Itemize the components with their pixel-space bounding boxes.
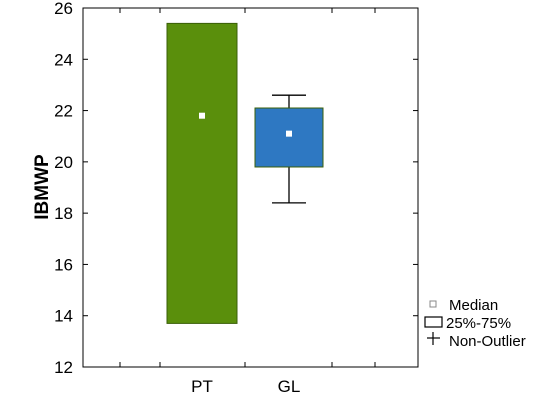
y-tick-label: 16 [54, 255, 73, 274]
y-tick-label: 18 [54, 204, 73, 223]
legend-box-label: 25%-75% [446, 315, 511, 332]
legend-nonoutlier-label: Non-Outlier [449, 333, 526, 350]
plot-area [82, 7, 419, 368]
y-tick-label: 12 [54, 358, 73, 377]
y-axis-title: IBMWP [32, 154, 53, 220]
y-tick-label: 14 [54, 307, 73, 326]
x-tick-label: PT [191, 377, 213, 396]
boxes-layer [166, 22, 324, 324]
box-gl [254, 94, 324, 204]
y-tick-label: 22 [54, 102, 73, 121]
box-pt [166, 22, 238, 324]
median-marker [199, 112, 205, 119]
y-tick-label: 26 [54, 0, 73, 18]
median-marker [286, 130, 292, 137]
legend-median-symbol [429, 300, 437, 308]
legend-median-label: Median [449, 297, 498, 314]
legend-box-symbol [424, 316, 443, 328]
plot-frame [82, 7, 419, 368]
iqr-box [166, 22, 238, 324]
y-tick-label: 20 [54, 153, 73, 172]
ticks-layer: 12 14 16 18 20 22 24 26 PT GL [54, 0, 418, 396]
y-tick-label: 24 [54, 50, 73, 69]
x-tick-label: GL [278, 377, 301, 396]
iqr-box [254, 107, 324, 168]
